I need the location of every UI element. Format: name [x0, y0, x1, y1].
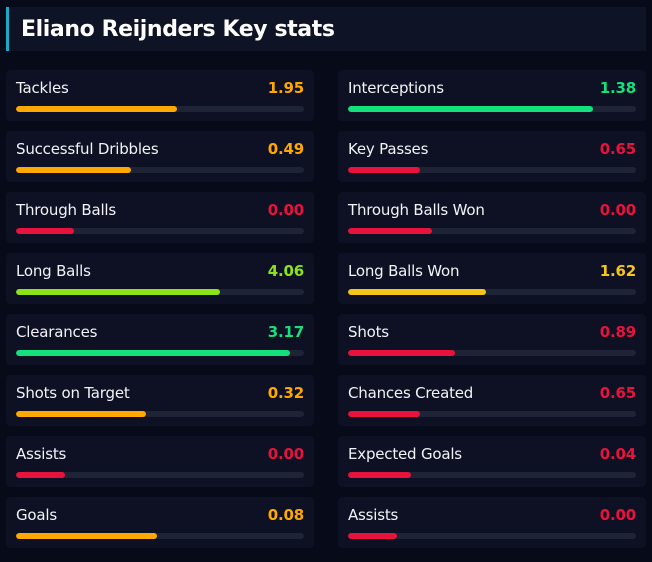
stat-bar-track [16, 167, 304, 173]
stat-card-long-balls-won: Long Balls Won 1.62 [338, 253, 646, 304]
stat-bar-fill [16, 533, 158, 539]
stat-bar-fill [348, 533, 397, 539]
stat-bar-fill [16, 289, 221, 295]
stat-label: Assists [348, 506, 399, 524]
stat-bar-track [348, 472, 636, 478]
stat-card-through-balls-won: Through Balls Won 0.00 [338, 192, 646, 243]
stat-card-assists-2: Assists 0.00 [338, 497, 646, 548]
stat-value: 0.65 [599, 140, 636, 158]
stat-bar-fill [348, 411, 420, 417]
stat-label: Assists [16, 445, 67, 463]
stat-bar-fill [348, 350, 455, 356]
stat-label: Chances Created [348, 384, 474, 402]
stat-bar-track [348, 350, 636, 356]
stat-value: 1.62 [599, 262, 636, 280]
stat-card-tackles: Tackles 1.95 [6, 70, 314, 121]
title-bar: Eliano Reijnders Key stats [6, 7, 646, 51]
stat-card-key-passes: Key Passes 0.65 [338, 131, 646, 182]
stat-bar-track [16, 472, 304, 478]
stat-label: Shots [348, 323, 389, 341]
stat-bar-fill [16, 228, 74, 234]
stat-value: 4.06 [267, 262, 304, 280]
stat-value: 0.00 [599, 506, 636, 524]
stat-bar-track [348, 106, 636, 112]
stat-bar-fill [16, 472, 65, 478]
stat-bar-fill [348, 167, 420, 173]
stat-label: Clearances [16, 323, 98, 341]
stat-label: Key Passes [348, 140, 429, 158]
stat-bar-track [348, 167, 636, 173]
stat-label: Tackles [16, 79, 69, 97]
stat-bar-fill [16, 167, 132, 173]
stat-card-expected-goals: Expected Goals 0.04 [338, 436, 646, 487]
stat-value: 0.89 [599, 323, 636, 341]
stat-label: Long Balls [16, 262, 91, 280]
stat-bar-fill [16, 350, 290, 356]
stat-bar-track [348, 533, 636, 539]
stat-bar-fill [348, 228, 432, 234]
stat-label: Goals [16, 506, 57, 524]
stat-label: Expected Goals [348, 445, 462, 463]
stat-bar-track [16, 228, 304, 234]
stat-value: 3.17 [267, 323, 304, 341]
stat-bar-fill [16, 411, 146, 417]
stat-card-chances-created: Chances Created 0.65 [338, 375, 646, 426]
stat-bar-track [16, 289, 304, 295]
stat-value: 0.00 [267, 445, 304, 463]
stat-value: 0.04 [599, 445, 636, 463]
stat-bar-track [348, 289, 636, 295]
stat-card-clearances: Clearances 3.17 [6, 314, 314, 365]
stat-bar-track [348, 228, 636, 234]
stat-bar-track [16, 533, 304, 539]
stat-bar-fill [348, 472, 412, 478]
stat-label: Successful Dribbles [16, 140, 159, 158]
page-title: Eliano Reijnders Key stats [21, 16, 335, 42]
stat-card-goals: Goals 0.08 [6, 497, 314, 548]
stat-card-interceptions: Interceptions 1.38 [338, 70, 646, 121]
stat-bar-track [348, 411, 636, 417]
stat-value: 1.38 [599, 79, 636, 97]
stat-card-successful-dribbles: Successful Dribbles 0.49 [6, 131, 314, 182]
stat-card-shots: Shots 0.89 [338, 314, 646, 365]
stat-bar-fill [348, 106, 593, 112]
stat-bar-track [16, 411, 304, 417]
stat-label: Through Balls Won [348, 201, 485, 219]
stat-label: Long Balls Won [348, 262, 460, 280]
stat-card-long-balls: Long Balls 4.06 [6, 253, 314, 304]
stat-value: 0.00 [267, 201, 304, 219]
stat-label: Through Balls [16, 201, 117, 219]
stat-bar-track [16, 350, 304, 356]
stat-card-shots-on-target: Shots on Target 0.32 [6, 375, 314, 426]
stat-label: Shots on Target [16, 384, 130, 402]
stat-card-through-balls: Through Balls 0.00 [6, 192, 314, 243]
stats-grid: Tackles 1.95 Interceptions 1.38 Successf… [6, 70, 646, 548]
stat-bar-track [16, 106, 304, 112]
stat-value: 0.65 [599, 384, 636, 402]
stat-value: 1.95 [267, 79, 304, 97]
stat-bar-fill [16, 106, 178, 112]
stat-value: 0.08 [267, 506, 304, 524]
stat-label: Interceptions [348, 79, 444, 97]
stat-value: 0.00 [599, 201, 636, 219]
stat-card-assists: Assists 0.00 [6, 436, 314, 487]
stat-value: 0.49 [267, 140, 304, 158]
stat-bar-fill [348, 289, 487, 295]
stat-value: 0.32 [267, 384, 304, 402]
